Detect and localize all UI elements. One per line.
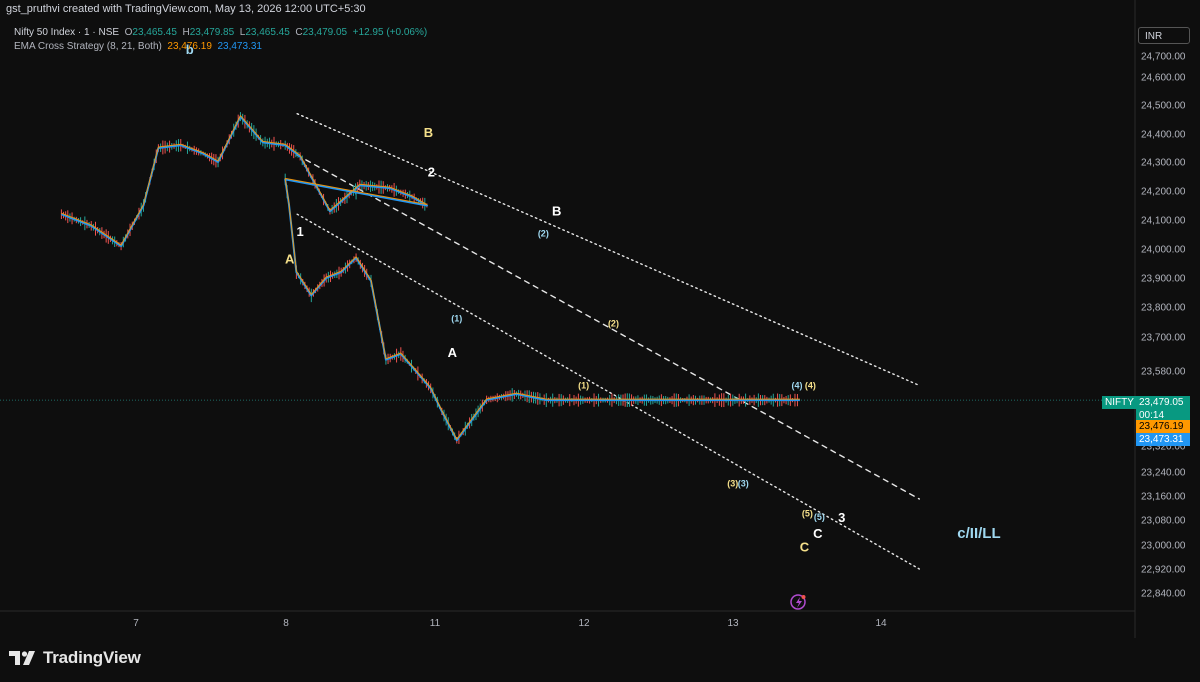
open-label: O: [124, 27, 133, 38]
ema-fast-tag: 23,476.19: [1136, 420, 1190, 433]
y-tick-label: 24,100.00: [1141, 216, 1186, 227]
last-price-value: 23,479.05: [1139, 397, 1184, 408]
y-tick-label: 23,000.00: [1141, 541, 1186, 552]
y-tick-label: 23,080.00: [1141, 516, 1186, 527]
y-tick-label: 24,200.00: [1141, 187, 1186, 198]
wave-label[interactable]: 1: [297, 224, 304, 239]
ema-slow-value: 23,473.31: [217, 41, 262, 52]
y-tick-label: 24,500.00: [1141, 101, 1186, 112]
channel-line[interactable]: [296, 112, 920, 387]
created-by-header: gst_pruthvi created with TradingView.com…: [6, 3, 366, 15]
channel-line[interactable]: [296, 154, 920, 500]
bar-countdown: 00:14: [1139, 410, 1165, 421]
y-tick-label: 23,160.00: [1141, 492, 1186, 503]
y-tick-label: 23,700.00: [1141, 333, 1186, 344]
close-label: C: [295, 27, 303, 38]
notification-dot-icon: [801, 595, 806, 599]
x-tick-label: 14: [875, 618, 887, 629]
y-tick-label: 24,300.00: [1141, 158, 1186, 169]
high-label: H: [182, 27, 190, 38]
last-price-tag: 23,479.05 00:14: [1136, 396, 1190, 421]
wave-label[interactable]: (4): [805, 380, 816, 390]
y-tick-label: 23,580.00: [1141, 367, 1186, 378]
y-tick-label: 23,900.00: [1141, 274, 1186, 285]
x-tick-label: 13: [727, 618, 739, 629]
wave-label[interactable]: (5): [802, 508, 813, 518]
x-tick-label: 8: [283, 618, 289, 629]
y-tick-label: 22,920.00: [1141, 565, 1186, 576]
ema-slow-tag: 23,473.31: [1136, 433, 1190, 446]
currency-button[interactable]: INR: [1138, 27, 1190, 44]
wave-label[interactable]: 3: [838, 510, 845, 525]
wave-label[interactable]: (4): [791, 380, 802, 390]
high-value: 23,479.85: [189, 27, 235, 38]
wave-label[interactable]: C: [800, 540, 810, 555]
wave-label[interactable]: A: [285, 252, 295, 267]
x-tick-label: 7: [133, 618, 139, 629]
y-tick-label: 24,000.00: [1141, 245, 1186, 256]
y-tick-label: 24,600.00: [1141, 73, 1186, 84]
x-tick-label: 12: [578, 618, 590, 629]
y-tick-label: 23,320.00: [1141, 442, 1186, 453]
flash-bolt-icon: [796, 597, 802, 608]
wave-label[interactable]: C: [813, 526, 823, 541]
tradingview-branding[interactable]: TradingView: [9, 648, 141, 668]
wave-label[interactable]: (2): [538, 229, 549, 239]
tradingview-logo-icon: [9, 651, 35, 665]
symbol-name: Nifty 50 Index · 1 · NSE: [14, 27, 120, 38]
wave-label[interactable]: (3): [727, 478, 738, 488]
wave-label[interactable]: b: [186, 42, 194, 57]
indicator-name: EMA Cross Strategy (8, 21, Both): [14, 41, 162, 52]
wave-label[interactable]: c/II/LL: [957, 525, 1000, 542]
candles: [60, 112, 798, 444]
symbol-legend: Nifty 50 Index · 1 · NSE O23,465.45 H23,…: [14, 27, 427, 38]
y-tick-label: 23,240.00: [1141, 468, 1186, 479]
y-tick-label: 24,400.00: [1141, 130, 1186, 141]
wave-label[interactable]: (1): [451, 313, 462, 323]
y-tick-label: 24,700.00: [1141, 52, 1186, 63]
ema-fast-value: 23,476.19: [167, 41, 212, 52]
y-tick-label: 22,840.00: [1141, 589, 1186, 600]
flash-icon[interactable]: [790, 594, 806, 610]
change-value: +12.95 (+0.06%): [352, 27, 428, 38]
indicator-legend[interactable]: EMA Cross Strategy (8, 21, Both) 23,476.…: [14, 41, 262, 52]
wave-label[interactable]: (3): [738, 478, 749, 488]
close-value: 23,479.05: [302, 27, 348, 38]
low-label: L: [239, 27, 246, 38]
wave-label[interactable]: (5): [814, 512, 825, 522]
open-value: 23,465.45: [132, 27, 177, 38]
wave-label[interactable]: B: [552, 204, 561, 219]
ema-fast-line: [61, 115, 800, 440]
low-value: 23,465.45: [245, 27, 290, 38]
channel-line[interactable]: [296, 213, 920, 570]
wave-label[interactable]: (2): [608, 319, 619, 329]
wave-label[interactable]: 2: [428, 165, 435, 180]
wave-label[interactable]: A: [448, 345, 458, 360]
tradingview-wordmark: TradingView: [43, 648, 141, 667]
wave-label[interactable]: (1): [578, 380, 589, 390]
y-tick-label: 23,800.00: [1141, 303, 1186, 314]
symbol-tag: NIFTY: [1102, 396, 1137, 409]
wave-label[interactable]: B: [424, 125, 433, 140]
x-tick-label: 11: [430, 618, 441, 629]
